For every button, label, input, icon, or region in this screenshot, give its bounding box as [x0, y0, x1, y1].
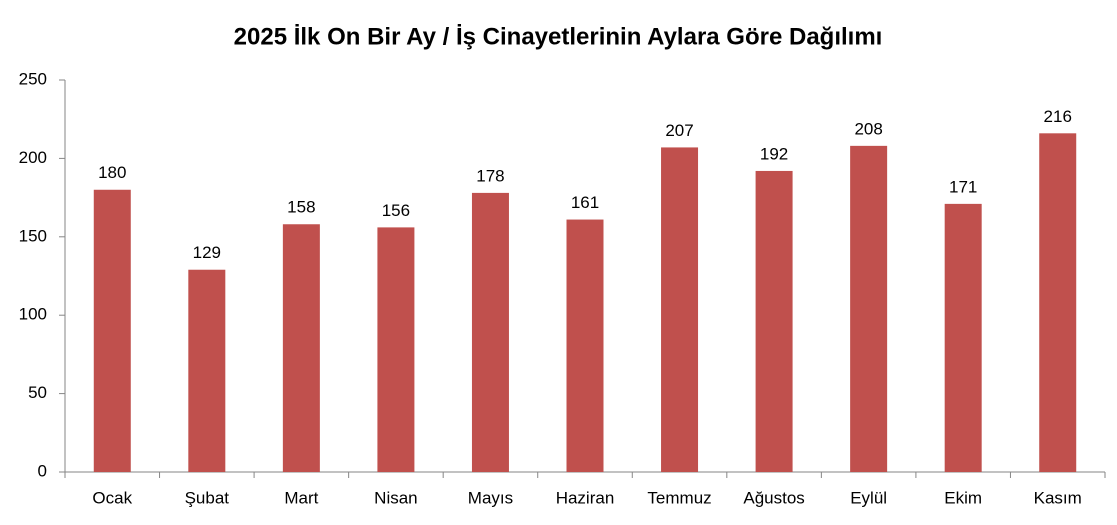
data-label: 129	[193, 243, 221, 262]
x-tick-label: Ekim	[944, 488, 982, 507]
data-label: 180	[98, 163, 126, 182]
x-tick-label: Eylül	[850, 488, 887, 507]
y-tick-label: 250	[19, 69, 47, 88]
x-tick-label: Mart	[284, 488, 318, 507]
data-label: 208	[854, 119, 882, 138]
bar	[944, 203, 982, 472]
bar	[850, 145, 888, 472]
x-tick-label: Temmuz	[647, 488, 711, 507]
bar	[377, 227, 415, 472]
bar	[93, 189, 131, 472]
x-tick-label: Nisan	[374, 488, 417, 507]
bar	[566, 219, 604, 472]
bar	[661, 147, 699, 472]
x-tick-label: Şubat	[185, 488, 230, 507]
data-label: 158	[287, 198, 315, 217]
data-label: 171	[949, 177, 977, 196]
x-tick-label: Ağustos	[743, 488, 804, 507]
y-tick-label: 0	[38, 461, 47, 480]
x-tick-label: Kasım	[1034, 488, 1082, 507]
y-tick-label: 200	[19, 148, 47, 167]
data-label: 207	[665, 121, 693, 140]
chart-title: 2025 İlk On Bir Ay / İş Cinayetlerinin A…	[234, 23, 883, 50]
y-tick-label: 50	[28, 383, 47, 402]
data-label: 161	[571, 193, 599, 212]
data-label: 156	[382, 201, 410, 220]
data-label: 216	[1044, 107, 1072, 126]
data-label: 178	[476, 166, 504, 185]
bar	[282, 224, 320, 472]
data-label: 192	[760, 144, 788, 163]
x-tick-label: Mayıs	[468, 488, 513, 507]
bar	[755, 170, 793, 472]
y-tick-label: 150	[19, 226, 47, 245]
x-tick-label: Ocak	[92, 488, 132, 507]
y-tick-label: 100	[19, 305, 47, 324]
x-tick-label: Haziran	[556, 488, 615, 507]
bar	[471, 192, 509, 472]
bar	[188, 269, 226, 472]
bar	[1039, 133, 1077, 472]
